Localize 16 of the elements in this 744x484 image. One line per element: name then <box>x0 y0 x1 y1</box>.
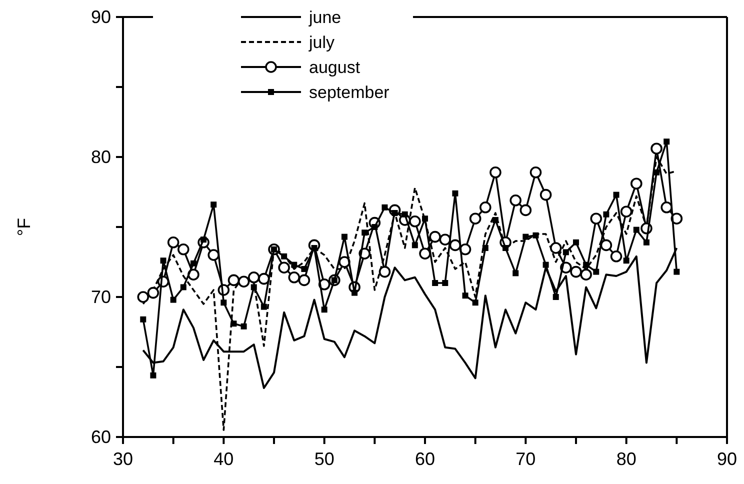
x-tick-label: 30 <box>112 449 134 469</box>
x-tick-label: 70 <box>516 449 536 469</box>
y-tick-label: 90 <box>90 7 111 27</box>
y-tick-label: 80 <box>90 147 111 167</box>
y-tick-label: 60 <box>90 427 111 447</box>
legend-label: june <box>308 8 342 27</box>
y-axis-title: °F <box>14 218 34 236</box>
legend-label: july <box>308 33 336 52</box>
x-tick-label: 50 <box>314 449 334 469</box>
x-tick-label: 90 <box>716 449 738 469</box>
legend-label: september <box>309 83 390 102</box>
y-tick-label: 70 <box>90 287 111 307</box>
x-tick-label: 40 <box>214 449 234 469</box>
x-tick-label: 80 <box>616 449 636 469</box>
legend-label: august <box>309 58 360 77</box>
x-tick-label: 60 <box>414 449 436 469</box>
